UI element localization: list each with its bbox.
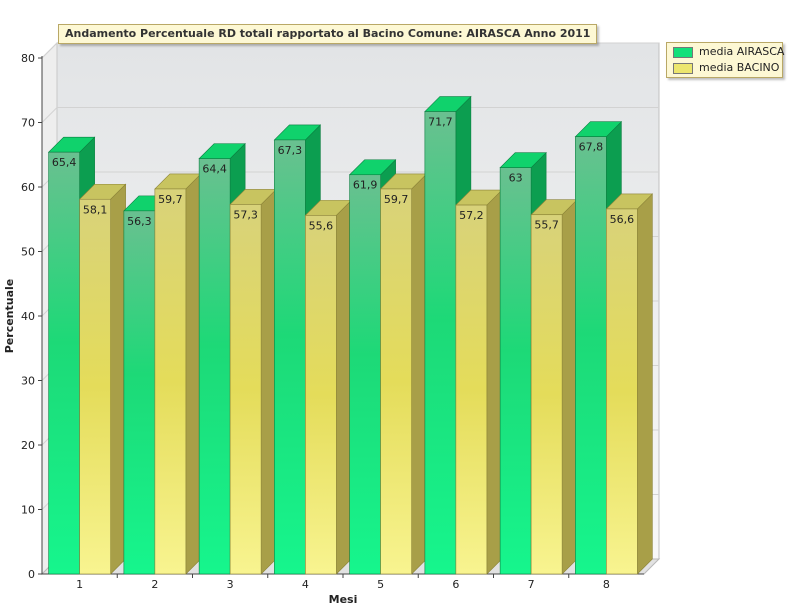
bar-front (79, 198, 111, 575)
bar-side (637, 193, 653, 575)
data-label: 56,3 (127, 215, 152, 228)
y-tick-label: 40 (21, 310, 35, 323)
bar-front (380, 188, 412, 575)
y-axis-label: Percentuale (3, 279, 16, 354)
data-label: 57,3 (233, 208, 258, 221)
y-tick-label: 10 (21, 504, 35, 517)
legend-label-bacino: media BACINO (699, 61, 780, 74)
legend-label-airasca: media AIRASCA (699, 45, 785, 58)
data-label: 55,6 (309, 219, 334, 232)
x-tick-label: 5 (377, 578, 384, 591)
bar-front (424, 111, 457, 575)
legend-item-airasca: media AIRASCA (673, 45, 784, 59)
bar-front (229, 204, 262, 575)
bar-front (198, 158, 231, 575)
bar-bacino: 57,3 (229, 188, 277, 575)
data-label: 63 (509, 172, 523, 185)
y-tick-label: 20 (21, 439, 35, 452)
bar-bacino: 57,2 (455, 189, 503, 575)
bar-bacino: 59,7 (154, 173, 202, 575)
chart-legend: media AIRASCA media BACINO (666, 42, 784, 78)
bar-bacino: 55,6 (304, 199, 353, 575)
legend-item-bacino: media BACINO (673, 61, 779, 75)
data-label: 67,3 (278, 144, 303, 157)
bar-front (123, 210, 156, 575)
bar-front (530, 214, 563, 575)
bar-front (499, 167, 532, 575)
bar-side (486, 189, 503, 575)
x-axis-label: Mesi (329, 593, 358, 606)
bar-front (575, 136, 607, 575)
chart-title: Andamento Percentuale RD totali rapporta… (58, 24, 598, 44)
bar-bacino: 58,1 (78, 183, 127, 575)
data-label: 67,8 (579, 141, 604, 154)
data-label: 55,7 (534, 219, 559, 232)
bar-side (336, 199, 352, 575)
y-tick-label: 70 (21, 117, 35, 130)
data-label: 59,7 (158, 193, 183, 206)
data-label: 59,7 (384, 193, 409, 206)
data-label: 57,2 (459, 209, 484, 222)
data-label: 71,7 (428, 116, 453, 129)
y-tick-label: 80 (21, 52, 35, 65)
x-tick-label: 6 (452, 578, 459, 591)
gridline-side (41, 42, 58, 59)
data-label: 61,9 (353, 179, 378, 192)
bar-front (606, 208, 638, 575)
gridline-side (41, 107, 58, 123)
x-tick-label: 7 (528, 578, 535, 591)
bar-front (455, 204, 488, 575)
bar-side (110, 183, 126, 575)
bar-front (274, 139, 306, 575)
bar-front (305, 215, 337, 575)
bar-side (411, 173, 427, 575)
data-label: 64,4 (202, 163, 227, 176)
data-label: 56,6 (610, 213, 635, 226)
bar-bacino: 55,7 (530, 199, 578, 575)
legend-swatch-airasca (673, 46, 693, 58)
x-tick-label: 8 (603, 578, 610, 591)
bar-bacino: 56,6 (605, 193, 654, 575)
x-tick-label: 4 (302, 578, 309, 591)
bar-side (561, 199, 578, 575)
data-label: 58,1 (83, 203, 108, 216)
y-tick-label: 0 (28, 568, 35, 581)
x-tick-label: 1 (76, 578, 83, 591)
y-tick-label: 60 (21, 181, 35, 194)
bar-front (48, 151, 80, 575)
bar-side (260, 188, 277, 575)
x-tick-label: 3 (227, 578, 234, 591)
bar-front (349, 174, 381, 575)
legend-swatch-bacino (673, 62, 693, 74)
y-tick-label: 30 (21, 375, 35, 388)
x-tick-label: 2 (151, 578, 158, 591)
data-label: 65,4 (52, 156, 77, 169)
y-tick-label: 50 (21, 246, 35, 259)
bar-side (185, 173, 202, 575)
bar-bacino: 59,7 (379, 173, 428, 575)
bar-front (154, 188, 187, 575)
